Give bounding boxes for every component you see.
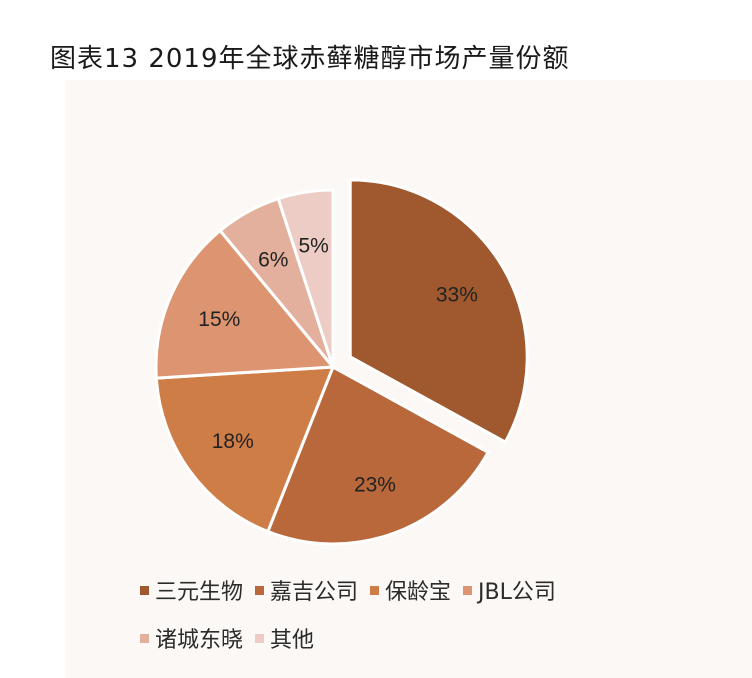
legend-item-6: 其他: [255, 622, 314, 654]
legend-swatch-1: [140, 585, 149, 595]
legend-label-6: 其他: [270, 628, 315, 653]
pie-slice-2: [265, 364, 491, 546]
legend-label-2: 嘉吉公司: [270, 580, 359, 605]
legend-label-1: 三元生物: [155, 580, 244, 605]
legend-label-3: 保龄宝: [385, 580, 452, 605]
legend-item-1: 三元生物: [140, 574, 243, 606]
pie-slice-6: [276, 188, 335, 368]
legend-item-2: 嘉吉公司: [255, 574, 358, 606]
legend-item-3: 保龄宝: [370, 574, 451, 606]
chart-title: 图表13 2019年全球赤藓糖醇市场产量份额: [50, 44, 570, 74]
pie-data-label-1: 33%: [436, 284, 478, 307]
pie-data-label-4: 15%: [198, 308, 240, 331]
legend-item-4: JBL公司: [463, 574, 556, 606]
legend-swatch-5: [140, 633, 149, 643]
pie-data-label-3: 18%: [212, 430, 254, 453]
pie-slice-1: [348, 178, 529, 445]
legend-item-5: 诸城东晓: [140, 622, 243, 654]
legend-swatch-3: [370, 585, 380, 595]
pie-data-label-2: 23%: [354, 474, 396, 497]
legend: 三元生物 嘉吉公司 保龄宝 JBL公司诸城东晓 其他: [140, 574, 660, 654]
pie-slice-3: [154, 365, 336, 534]
pie-data-label-6: 5%: [298, 235, 328, 258]
pie-slice-4: [154, 228, 337, 380]
legend-label-5: 诸城东晓: [155, 628, 244, 653]
pie-data-label-5: 6%: [258, 248, 288, 271]
legend-swatch-6: [255, 633, 265, 643]
legend-label-4: JBL公司: [478, 580, 556, 605]
legend-swatch-2: [255, 585, 265, 595]
legend-swatch-4: [463, 585, 473, 595]
